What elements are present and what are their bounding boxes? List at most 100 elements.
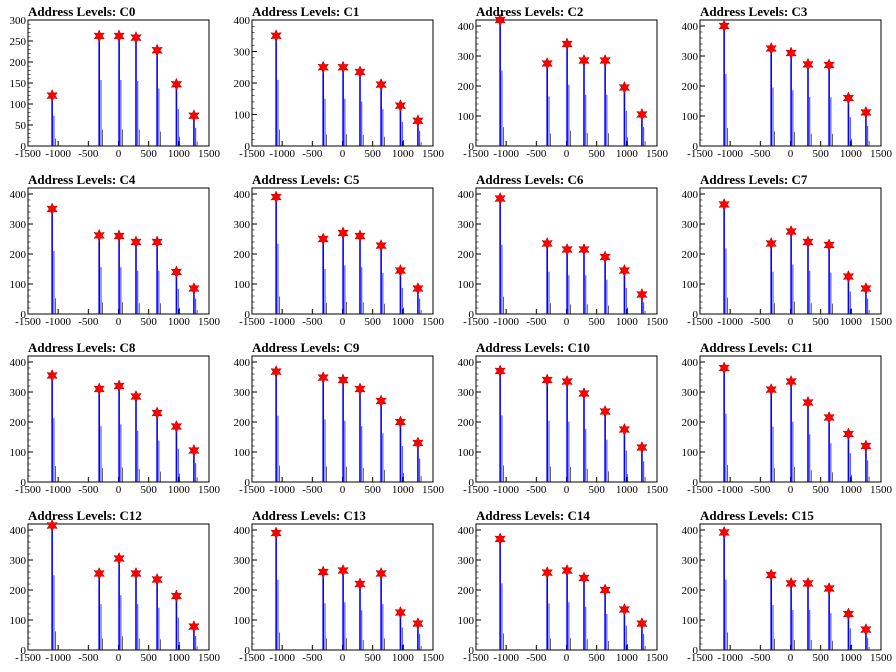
y-tick-label: 200 [234, 78, 251, 90]
x-tick-label: 0 [788, 652, 794, 664]
y-tick-label: 100 [234, 447, 251, 459]
x-tick-label: 1500 [198, 484, 221, 496]
y-tick-label: 400 [234, 357, 251, 369]
chart-panel: 0 100 200 300 400 -1500 -1000 -500 0 500 1000 1500 A… [672, 504, 896, 672]
x-tick-label: -1500 [687, 316, 713, 328]
y-tick-label: 400 [458, 525, 475, 537]
peak-marker [541, 565, 553, 580]
peak-marker [170, 265, 183, 279]
chart-title: Address Levels: C14 [476, 508, 590, 523]
x-tick-label: 0 [564, 652, 570, 664]
x-tick-label: 1500 [646, 148, 669, 160]
x-tick-label: -1500 [463, 316, 489, 328]
x-tick-label: 1500 [422, 652, 445, 664]
x-tick-label: 0 [340, 148, 346, 160]
x-tick-label: 1000 [168, 484, 191, 496]
x-tick-label: -500 [526, 484, 547, 496]
x-tick-label: -500 [750, 316, 771, 328]
y-tick-label: 0 [245, 141, 251, 153]
x-tick-label: -1000 [45, 652, 71, 664]
chart-title: Address Levels: C10 [476, 340, 590, 355]
y-tick-label: 400 [10, 357, 27, 369]
x-tick-label: -500 [78, 652, 99, 664]
peak-marker [317, 565, 329, 579]
chart-title: Address Levels: C6 [476, 172, 584, 187]
peak-marker [354, 382, 366, 396]
peak-marker [337, 563, 349, 578]
y-tick-label: 0 [245, 309, 251, 321]
x-tick-label: 1000 [616, 652, 639, 664]
chart-svg: 0 100 200 300 400 -1500 -1000 -500 0 500 1000 1500 [682, 19, 893, 160]
peak-marker [718, 19, 730, 33]
x-tick-label: -1000 [269, 652, 295, 664]
y-tick-label: 100 [682, 279, 699, 291]
x-tick-label: -1500 [15, 652, 41, 664]
peak-marker [561, 374, 573, 389]
y-tick-label: 200 [458, 81, 475, 93]
y-tick-label: 0 [693, 477, 699, 489]
x-tick-label: 1000 [840, 148, 863, 160]
chart-title: Address Levels: C0 [28, 4, 136, 19]
peak-marker [130, 566, 142, 581]
y-tick-label: 100 [10, 279, 27, 291]
chart-svg: 0 50 100 150 200 250 300 -1500 -1000 -500 0 500 1000… [10, 15, 221, 160]
peak-marker [270, 29, 282, 43]
x-tick-label: 1000 [168, 148, 191, 160]
peak-marker [785, 224, 797, 239]
y-tick-label: 250 [10, 36, 27, 48]
y-tick-label: 100 [682, 111, 699, 123]
chart-panel: 0 100 200 300 400 -1500 -1000 -500 0 500 1000 1500 A… [224, 0, 448, 168]
chart-svg: 0 100 200 300 400 -1500 -1000 -500 0 500 1000 1500 [234, 187, 445, 328]
x-tick-label: 500 [140, 652, 157, 664]
x-tick-label: 500 [140, 316, 157, 328]
peak-marker [130, 31, 142, 45]
peak-marker [93, 382, 105, 396]
y-tick-label: 400 [682, 357, 699, 369]
y-tick-label: 100 [10, 447, 27, 459]
chart-panel: 0 50 100 150 200 250 300 -1500 -1000 -500 0 500 1000… [0, 0, 224, 168]
y-tick-label: 200 [10, 417, 27, 429]
peak-marker [46, 368, 58, 383]
y-tick-label: 0 [469, 477, 475, 489]
y-tick-label: 200 [682, 417, 699, 429]
x-tick-label: 1000 [840, 652, 863, 664]
y-tick-label: 100 [682, 447, 699, 459]
peak-marker [785, 374, 797, 389]
y-tick-label: 200 [10, 249, 27, 261]
peak-marker [860, 439, 872, 453]
peak-marker [412, 436, 424, 450]
chart-svg: 0 100 200 300 400 -1500 -1000 -500 0 500 1000 1500 [682, 523, 893, 664]
chart-panel: 0 100 200 300 400 -1500 -1000 -500 0 500 1000 1500 A… [448, 0, 672, 168]
peak-marker [317, 370, 329, 385]
x-tick-label: 0 [564, 148, 570, 160]
peak-marker [494, 191, 506, 206]
chart-svg: 0 100 200 300 400 -1500 -1000 -500 0 500 1000 1500 [10, 187, 221, 328]
y-tick-label: 0 [693, 309, 699, 321]
y-tick-label: 50 [15, 120, 27, 132]
peak-marker [636, 440, 648, 455]
chart-svg: 0 100 200 300 400 -1500 -1000 -500 0 500 1000 1500 [682, 355, 893, 496]
y-tick-label: 300 [682, 51, 699, 63]
peak-marker [541, 373, 553, 387]
chart-title: Address Levels: C15 [700, 508, 814, 523]
x-tick-label: -1500 [687, 652, 713, 664]
x-tick-label: 1000 [616, 148, 639, 160]
y-tick-label: 0 [469, 309, 475, 321]
y-tick-label: 400 [682, 525, 699, 537]
x-tick-label: 1000 [168, 316, 191, 328]
chart-svg: 0 100 200 300 400 -1500 -1000 -500 0 500 1000 1500 [458, 13, 669, 160]
chart-title: Address Levels: C11 [700, 340, 814, 355]
y-tick-label: 300 [234, 555, 251, 567]
x-tick-label: 1500 [422, 148, 445, 160]
x-tick-label: 1000 [616, 316, 639, 328]
peak-marker [765, 41, 777, 56]
y-tick-label: 100 [10, 99, 27, 111]
x-tick-label: 1000 [392, 484, 415, 496]
x-tick-label: 1000 [168, 652, 191, 664]
x-tick-label: -1500 [239, 484, 265, 496]
peak-marker [46, 518, 58, 533]
y-tick-label: 100 [458, 615, 475, 627]
chart-svg: 0 100 200 300 400 -1500 -1000 -500 0 500 1000 1500 [458, 523, 669, 664]
x-tick-label: 1000 [392, 316, 415, 328]
x-tick-label: -500 [526, 148, 547, 160]
